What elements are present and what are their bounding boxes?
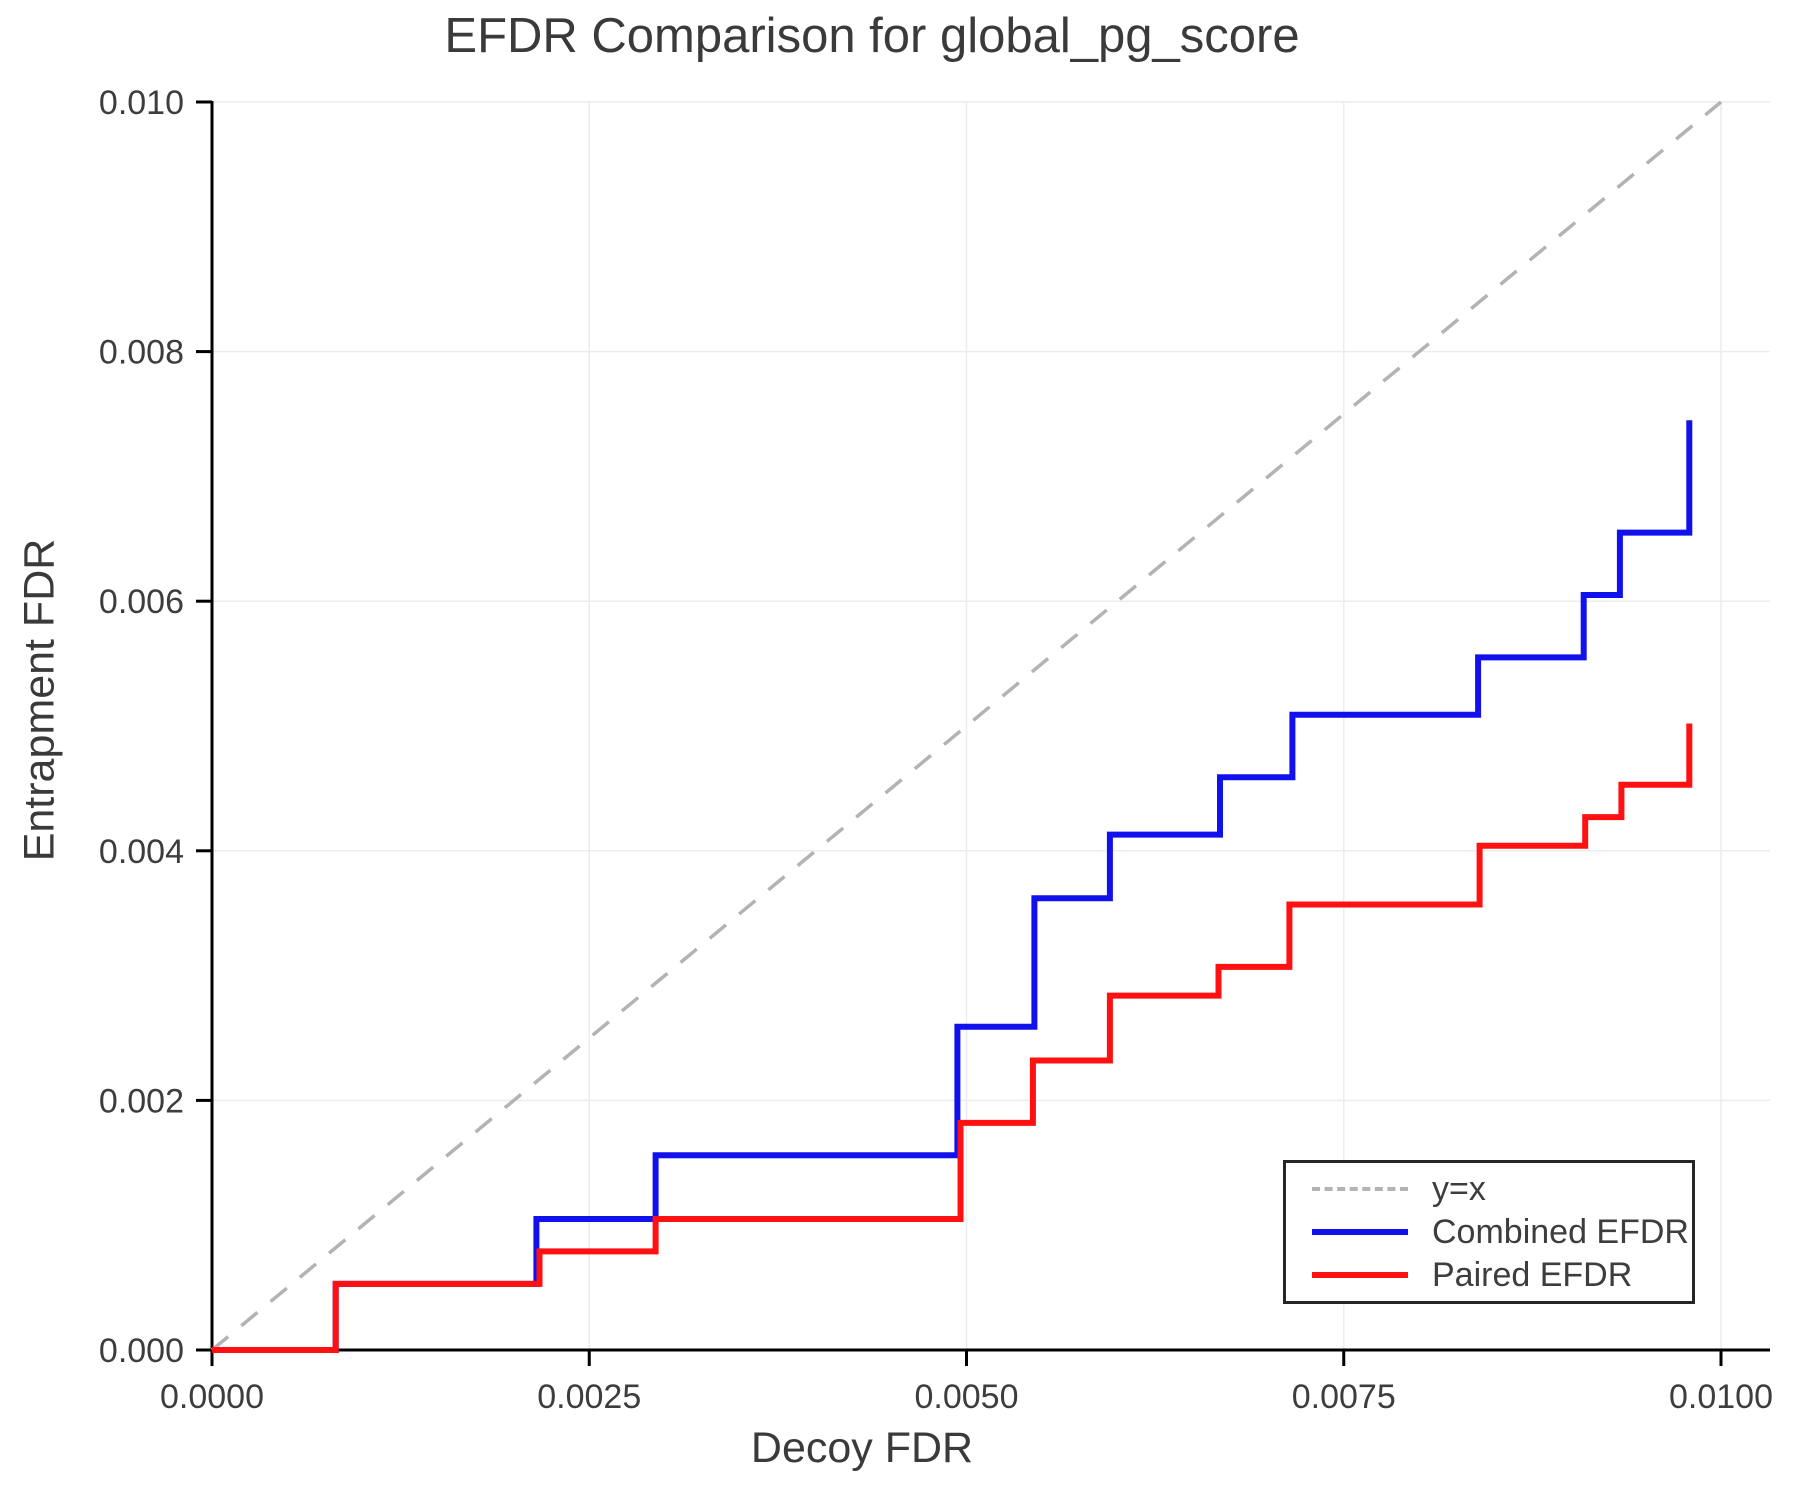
chart-title: EFDR Comparison for global_pg_score (444, 9, 1300, 63)
x-tick-label: 0.0025 (537, 1378, 641, 1416)
legend-item-combined-efdr: Combined EFDR (1312, 1212, 1692, 1252)
legend-box: y=x Combined EFDR Paired EFDR (1283, 1160, 1695, 1304)
legend-item-y-x: y=x (1312, 1169, 1692, 1209)
legend-label: y=x (1432, 1169, 1486, 1208)
series-line-paired-efdr (212, 723, 1693, 1353)
y-tick-label: 0.000 (99, 1332, 184, 1370)
x-tick-label: 0.0075 (1292, 1378, 1396, 1416)
y-axis-label: Entrapment FDR (15, 538, 64, 862)
legend-line-sample (1312, 1187, 1408, 1191)
y-tick-label: 0.008 (99, 334, 184, 372)
legend-item-paired-efdr: Paired EFDR (1312, 1255, 1692, 1295)
y-tick-label: 0.004 (99, 833, 184, 871)
legend-line-sample (1312, 1229, 1408, 1235)
legend-line-sample (1312, 1272, 1408, 1278)
series-line-combined-efdr (212, 420, 1693, 1353)
y-tick-label: 0.002 (99, 1082, 184, 1120)
legend-label: Combined EFDR (1432, 1212, 1689, 1251)
legend-label: Paired EFDR (1432, 1255, 1633, 1294)
x-axis-label: Decoy FDR (750, 1424, 974, 1472)
x-tick-label: 0.0000 (160, 1378, 264, 1416)
x-tick-label: 0.0100 (1669, 1378, 1773, 1416)
x-tick-label: 0.0050 (915, 1378, 1019, 1416)
y-tick-label: 0.010 (99, 84, 184, 122)
y-tick-label: 0.006 (99, 583, 184, 621)
